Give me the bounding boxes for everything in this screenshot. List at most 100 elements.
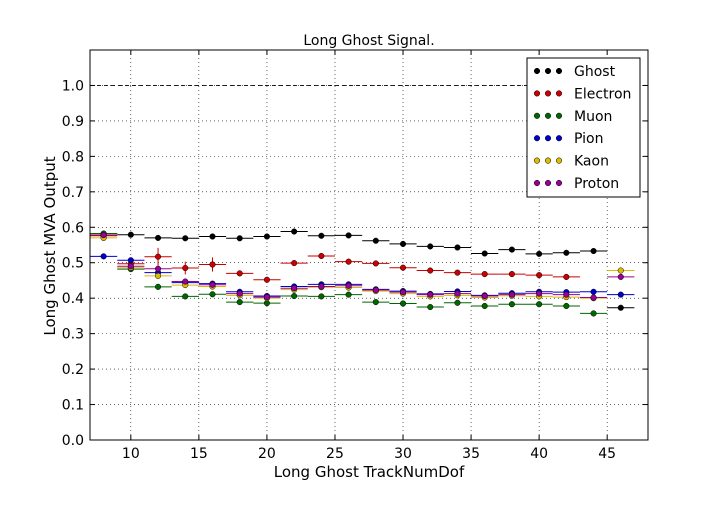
electron-point [182, 264, 189, 272]
proton-point [345, 282, 352, 289]
ghost-point [481, 250, 488, 257]
proton-point [563, 291, 570, 298]
muon-point [236, 299, 243, 306]
y-tick-label: 0.2 [62, 362, 84, 378]
ghost-point [590, 247, 597, 255]
legend: Ghost Electron Muon Pion Kaon Proton [526, 57, 641, 198]
ghost-point [209, 233, 216, 240]
legend-label-kaon: Kaon [574, 154, 609, 170]
x-tick-label: 15 [190, 446, 208, 462]
proton-point [182, 278, 189, 285]
legend-label-pion: Pion [574, 131, 603, 147]
x-tick-label: 30 [394, 446, 412, 462]
y-tick-label: 0.8 [62, 149, 84, 165]
y-tick-label: 0.3 [62, 327, 84, 343]
legend-marker-kaon [544, 157, 552, 164]
series-ghost [90, 228, 635, 311]
muon-point [154, 283, 162, 290]
muon-point [345, 291, 352, 298]
ghost-point [617, 304, 624, 311]
series-proton [90, 232, 635, 301]
proton-point [127, 263, 134, 270]
pion-point [127, 257, 134, 264]
legend-marker-kaon [555, 157, 563, 164]
ghost-point [318, 232, 325, 239]
electron-point [427, 267, 434, 274]
pion-point [617, 291, 624, 298]
legend-marker-pion [555, 135, 563, 142]
legend-marker-electron [555, 90, 563, 97]
legend-marker-muon [533, 112, 541, 119]
y-tick-label: 0.5 [62, 256, 84, 272]
muon-point [291, 293, 298, 300]
legend-marker-electron [544, 90, 552, 97]
y-tick-label: 0.6 [62, 220, 84, 236]
muon-point [481, 302, 488, 310]
proton-point [590, 294, 597, 301]
legend-marker-proton [544, 179, 552, 187]
tick-layer: 10 15 20 25 30 35 40 45 0.0 0.1 0.2 0.3 0.4 0.5 0.6 0.7… [62, 50, 648, 462]
proton-point [536, 290, 543, 297]
plot-frame [89, 49, 649, 441]
electron-point [481, 271, 488, 278]
legend-label-muon: Muon [574, 109, 612, 125]
proton-point [236, 290, 243, 297]
x-tick-label: 25 [326, 446, 344, 462]
legend-marker-proton [555, 179, 563, 187]
y-tick-label: 0.0 [62, 433, 84, 449]
y-tick-label: 1.0 [62, 78, 84, 94]
proton-point [454, 290, 461, 297]
electron-point [154, 253, 162, 260]
electron-point [372, 260, 379, 267]
proton-point [427, 291, 434, 298]
proton-point [399, 289, 407, 296]
ghost-point [291, 228, 298, 235]
muon-point [508, 301, 515, 308]
x-axis-label: Long Ghost TrackNumDof [274, 463, 465, 481]
electron-point [399, 264, 407, 271]
legend-marker-muon [555, 112, 563, 119]
y-tick-label: 0.9 [62, 114, 84, 130]
electron-point [318, 252, 325, 260]
ghost-point [127, 231, 134, 238]
ghost-point [182, 235, 189, 242]
legend-marker-ghost [533, 67, 541, 75]
muon-point [399, 300, 407, 307]
muon-point [590, 310, 597, 317]
ghost-point [154, 234, 162, 241]
y-tick-label: 0.1 [62, 398, 84, 414]
legend-marker-electron [533, 90, 541, 97]
electron-point [563, 273, 570, 280]
electron-point [536, 272, 543, 279]
muon-point [182, 293, 189, 300]
proton-point [318, 283, 325, 290]
muon-point [372, 299, 379, 306]
muon-point [209, 291, 216, 298]
proton-point [617, 273, 624, 280]
legend-marker-muon [544, 112, 552, 119]
muon-point [427, 303, 434, 311]
legend-marker-proton [533, 179, 541, 187]
ghost-point [236, 235, 243, 242]
ghost-point [454, 244, 461, 251]
legend-box [526, 57, 641, 198]
ghost-point [563, 249, 570, 256]
muon-point [318, 293, 325, 300]
x-tick-label: 40 [530, 446, 548, 462]
ghost-point [508, 246, 515, 253]
ghost-point [345, 232, 352, 239]
proton-point [209, 281, 216, 288]
ghost-point [372, 237, 379, 244]
proton-point [291, 285, 298, 292]
proton-point [481, 293, 488, 300]
y-tick-label: 0.4 [62, 291, 84, 307]
kaon-point [617, 267, 624, 274]
electron-point [345, 258, 352, 265]
y-tick-label: 0.7 [62, 185, 84, 201]
legend-marker-kaon [533, 157, 541, 164]
proton-point [100, 232, 107, 239]
legend-label-electron: Electron [574, 86, 631, 102]
pion-point [100, 253, 107, 260]
